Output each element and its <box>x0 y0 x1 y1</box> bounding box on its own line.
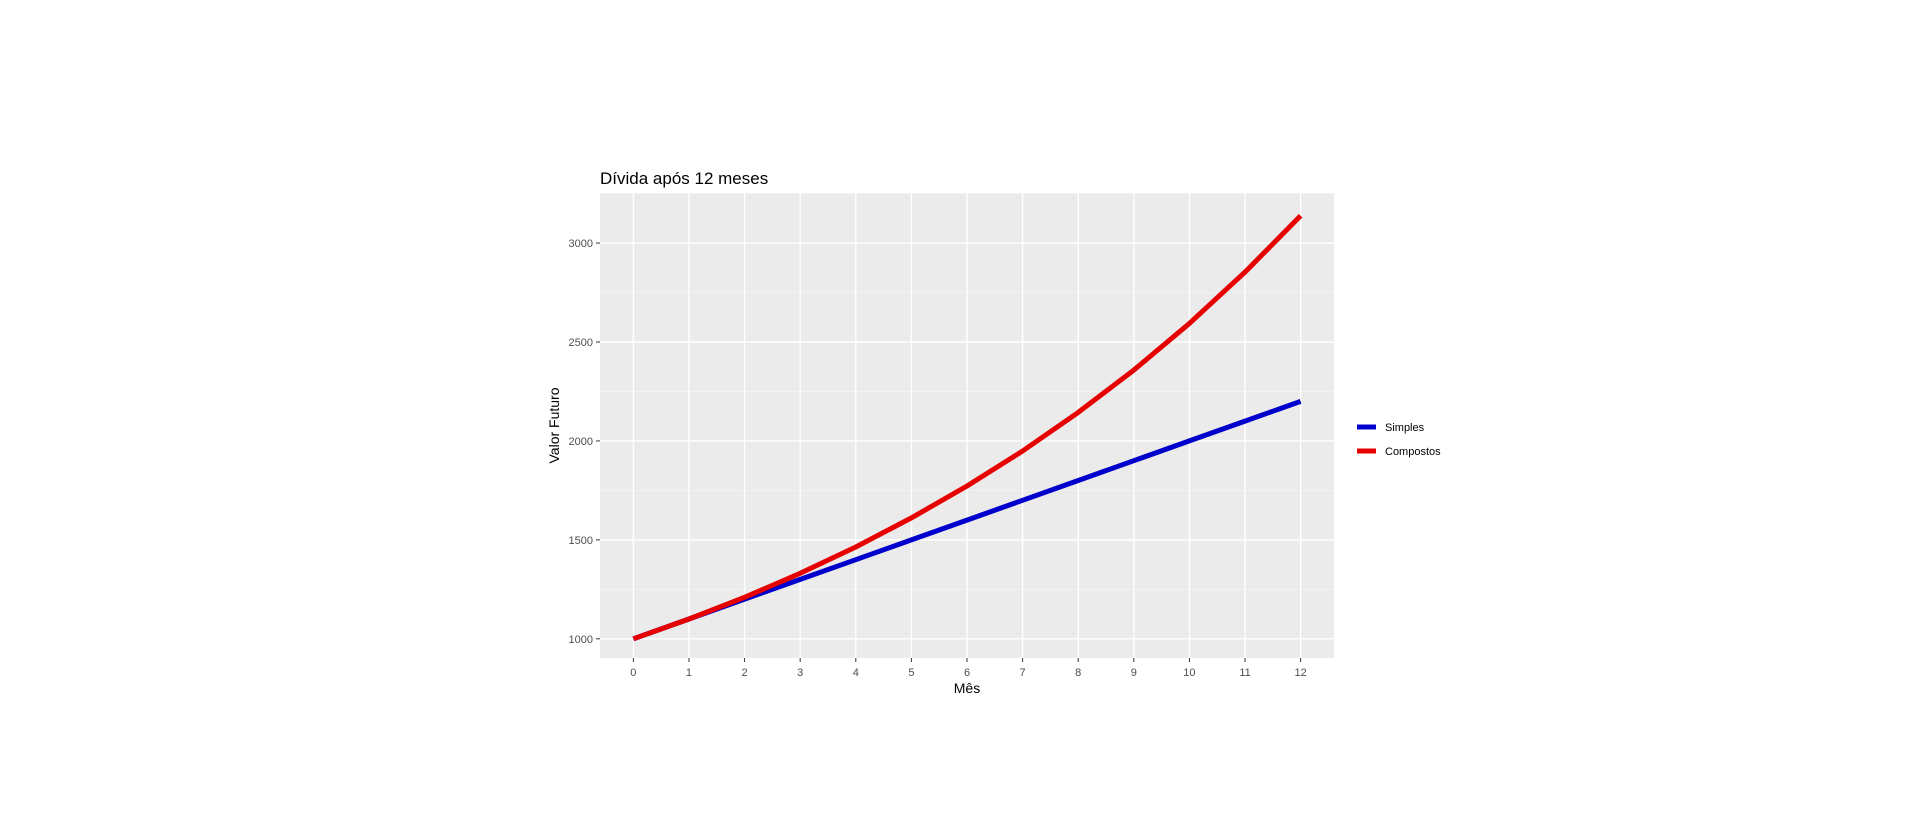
chart-title: Dívida após 12 meses <box>600 169 768 188</box>
x-axis: 0 1 2 3 4 5 6 7 8 9 10 11 12 <box>630 658 1307 679</box>
y-tick-label: 2000 <box>569 436 593 448</box>
x-tick-label: 7 <box>1020 667 1026 679</box>
y-tick-label: 1000 <box>569 634 593 646</box>
x-tick-label: 9 <box>1131 667 1137 679</box>
series-line-compostos <box>632 214 1303 642</box>
x-tick-label: 11 <box>1239 667 1250 679</box>
x-tick-label: 8 <box>1075 667 1081 679</box>
legend: Simples Compostos <box>1357 422 1441 458</box>
x-tick-label: 4 <box>853 667 859 679</box>
legend-label-compostos: Compostos <box>1385 446 1441 458</box>
x-tick-label: 12 <box>1295 667 1307 679</box>
y-tick-label: 3000 <box>569 238 593 250</box>
x-tick-label: 2 <box>742 667 748 679</box>
x-tick-label: 3 <box>797 667 803 679</box>
grid-major <box>600 193 1334 658</box>
x-axis-title: Mês <box>954 680 980 696</box>
x-tick-label: 0 <box>630 667 636 679</box>
y-axis-title: Valor Futuro <box>546 387 562 463</box>
y-tick-label: 1500 <box>569 535 593 547</box>
legend-label-simples: Simples <box>1385 422 1425 434</box>
x-tick-label: 1 <box>686 667 692 679</box>
x-tick-label: 6 <box>964 667 970 679</box>
y-tick-label: 2500 <box>569 337 593 349</box>
y-axis: 1000 1500 2000 2500 3000 <box>569 238 600 646</box>
x-tick-label: 10 <box>1183 667 1195 679</box>
x-tick-label: 5 <box>908 667 914 679</box>
series-lines <box>632 214 1303 642</box>
